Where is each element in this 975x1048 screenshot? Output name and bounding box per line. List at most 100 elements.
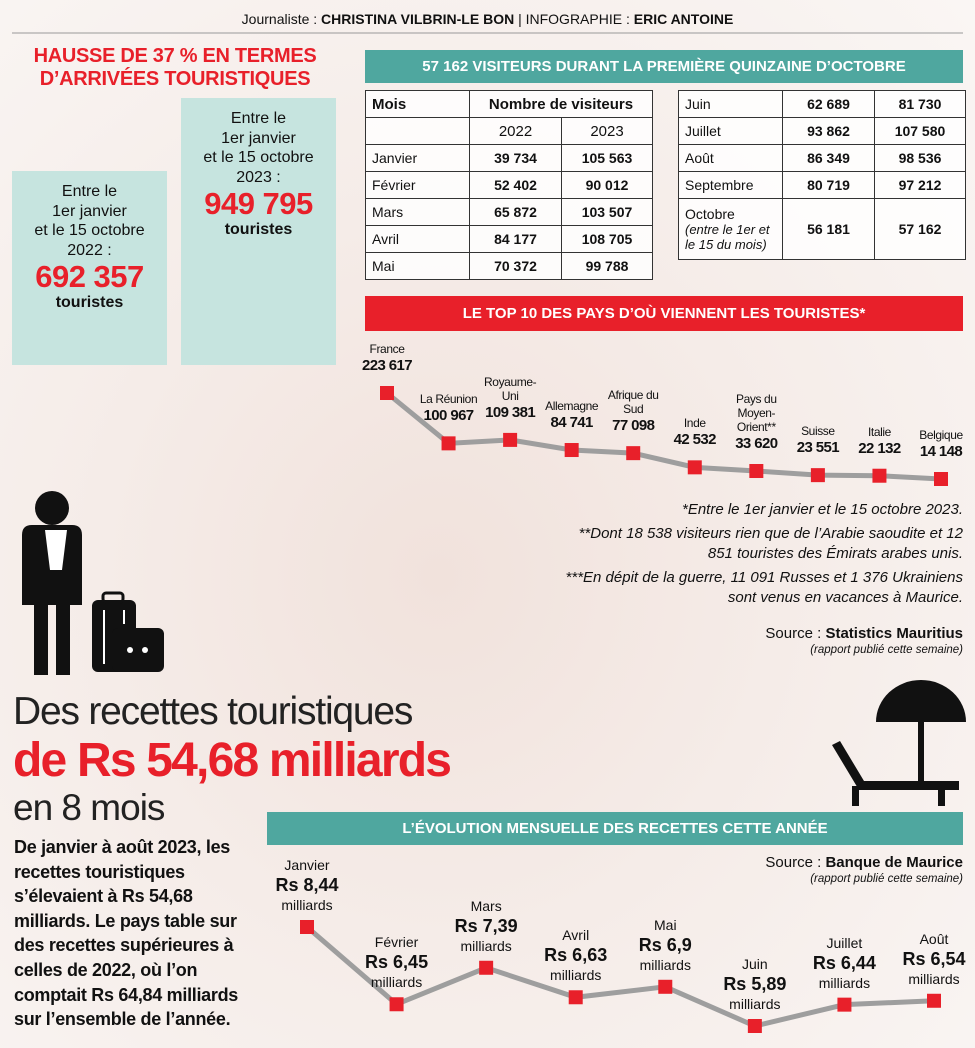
credit-name: CHRISTINA VILBRIN-LE BON bbox=[321, 11, 515, 27]
data-point bbox=[380, 386, 394, 400]
table-cell: 99 788 bbox=[561, 252, 653, 280]
point-label: Royaume-Uni 109 381 bbox=[477, 375, 543, 422]
table-cell: 90 012 bbox=[561, 171, 653, 199]
value-label: 23 551 bbox=[796, 439, 840, 457]
notes: *Entre le 1er janvier et le 15 octobre 2… bbox=[563, 500, 963, 612]
data-point bbox=[479, 960, 494, 975]
category-label: France bbox=[369, 342, 405, 356]
data-point bbox=[503, 432, 518, 447]
credit-label: | INFOGRAPHIE : bbox=[518, 11, 630, 27]
credit-label: Journaliste : bbox=[241, 11, 318, 27]
point-label: Juin Rs 5,89 milliards bbox=[710, 955, 800, 1014]
table-cell: Février bbox=[365, 171, 470, 199]
table-cell: Octobre (entre le 1er et le 15 du mois) bbox=[678, 198, 783, 260]
data-point bbox=[687, 460, 702, 475]
value-label: Rs 6,9 bbox=[638, 934, 692, 955]
total-text: Entre le 1er janvier et le 15 octobre 2023 … bbox=[181, 109, 336, 239]
total-box bbox=[12, 171, 167, 365]
category-label: Avril bbox=[562, 927, 590, 944]
data-point bbox=[810, 468, 825, 483]
category-label: Mars bbox=[470, 897, 502, 914]
point-label: Pays du Moyen-Orient** 33 620 bbox=[723, 392, 789, 453]
table-cell: Juillet bbox=[678, 117, 783, 145]
category-label: Pays du Moyen-Orient** bbox=[736, 392, 777, 435]
table-cell: 97 212 bbox=[874, 171, 966, 199]
source-label: Source : bbox=[765, 625, 822, 642]
footnote: ***En dépit de la guerre, 11 091 Russes … bbox=[565, 569, 963, 606]
table-cell: Mars bbox=[365, 198, 470, 226]
total-line: et le 15 octobre bbox=[34, 222, 145, 239]
value-label: Rs 5,89 bbox=[723, 974, 787, 994]
total-line: 2023 : bbox=[236, 168, 281, 186]
table-row: Juin 62 689 81 730 bbox=[678, 90, 966, 118]
headline: D’ARRIVÉES TOURISTIQUES bbox=[39, 68, 311, 90]
point-label: Août Rs 6,54 milliards bbox=[889, 930, 975, 989]
value-label: Rs 8,44 bbox=[275, 875, 339, 895]
total-figure: 692 357 bbox=[35, 259, 144, 294]
table-row: Septembre 80 719 97 212 bbox=[678, 171, 966, 199]
table-cell: 2022 bbox=[469, 117, 562, 145]
point-label: Italie 22 132 bbox=[846, 425, 912, 458]
table-cell: 57 162 bbox=[874, 198, 966, 260]
unit-label: milliards bbox=[639, 956, 691, 973]
table-row: Août 86 349 98 536 bbox=[678, 144, 966, 172]
value-label: 33 620 bbox=[735, 435, 778, 453]
table-row: Mai 70 372 99 788 bbox=[365, 252, 653, 280]
source-line: Source : Statistics Mauritius bbox=[765, 624, 963, 643]
table-cell: Janvier bbox=[365, 144, 470, 172]
source-name: Banque de Maurice bbox=[825, 854, 963, 871]
table-cell bbox=[365, 117, 470, 145]
value-label: Rs 6,54 bbox=[902, 948, 966, 969]
visitors-table: Mois Nombre de visiteurs 2022 2023 Janvier 39… bbox=[365, 90, 653, 280]
value-label: Rs 6,45 bbox=[365, 952, 429, 973]
total-figure: 949 795 bbox=[204, 186, 313, 221]
traveller-icon bbox=[22, 491, 164, 675]
data-point bbox=[927, 993, 941, 1008]
point-label: Janvier Rs 8,44 milliards bbox=[262, 856, 352, 915]
headline: HAUSSE DE 37 % EN TERMES bbox=[33, 45, 317, 67]
beach-icon bbox=[832, 680, 966, 806]
table-cell: 62 689 bbox=[782, 90, 875, 118]
credit: Journaliste : CHRISTINA VILBRIN-LE BON |… bbox=[0, 11, 975, 27]
table-cell: 81 730 bbox=[874, 90, 966, 118]
value-label: 100 967 bbox=[423, 407, 475, 425]
table-cell: 80 719 bbox=[782, 171, 875, 199]
category-label: Royaume-Uni bbox=[484, 374, 537, 403]
total-unit: touristes bbox=[224, 221, 293, 238]
value-label: 77 098 bbox=[612, 417, 655, 435]
visitors-table: Juin 62 689 81 730 Juillet 93 862 107 580 Août… bbox=[678, 90, 966, 260]
revenue-line: Des recettes touristiques bbox=[13, 690, 413, 733]
chart-title: LE TOP 10 DES PAYS D’OÙ VIENNENT LES TOU… bbox=[365, 296, 963, 331]
table-row: Janvier 39 734 105 563 bbox=[365, 144, 653, 172]
total-line: Entre le bbox=[61, 183, 118, 200]
total-text: Entre le 1er janvier et le 15 octobre 2022 … bbox=[12, 182, 167, 312]
table-row: Février 52 402 90 012 bbox=[365, 171, 653, 199]
total-line: 1er janvier bbox=[52, 202, 127, 220]
category-label: Mai bbox=[654, 916, 677, 933]
source-detail: (rapport publié cette semaine) bbox=[810, 873, 963, 885]
value-label: Rs 6,63 bbox=[544, 945, 608, 966]
table-cell: Septembre bbox=[678, 171, 783, 199]
unit-label: milliards bbox=[370, 974, 423, 991]
data-point bbox=[626, 446, 641, 461]
table-cell: 86 349 bbox=[782, 144, 875, 172]
table-cell: 107 580 bbox=[874, 117, 966, 145]
point-label: Avril Rs 6,63 milliards bbox=[531, 926, 621, 985]
table-cell: Nombre de visiteurs bbox=[469, 90, 653, 118]
data-point bbox=[564, 443, 579, 458]
point-label: Belgique 14 148 bbox=[908, 428, 974, 461]
source-detail: (rapport publié cette semaine) bbox=[810, 644, 963, 656]
source: Source : Banque de Maurice (rapport publi… bbox=[765, 853, 963, 886]
point-label: La Réunion 100 967 bbox=[416, 392, 482, 425]
table-cell: 93 862 bbox=[782, 117, 875, 145]
data-line bbox=[385, 391, 942, 482]
value-label: Rs 6,44 bbox=[812, 952, 876, 973]
category-label: La Réunion bbox=[419, 392, 478, 407]
table-cell: 84 177 bbox=[469, 225, 562, 253]
table-row: Mars 65 872 103 507 bbox=[365, 198, 653, 226]
point-label: Allemagne 84 741 bbox=[539, 399, 605, 432]
data-point bbox=[837, 997, 852, 1012]
